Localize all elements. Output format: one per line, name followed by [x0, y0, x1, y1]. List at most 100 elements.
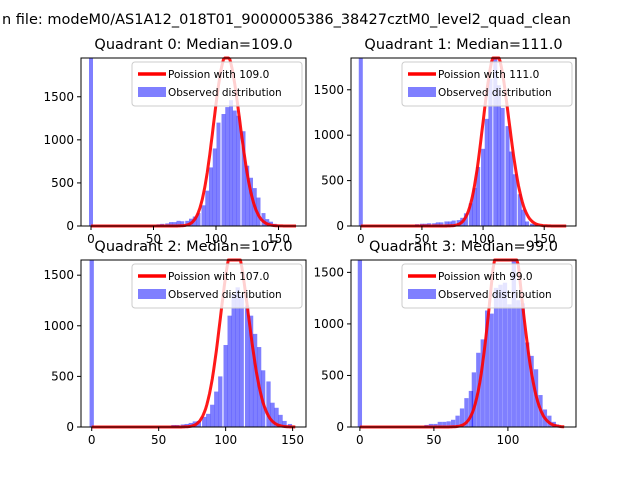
legend-box — [401, 263, 573, 309]
histogram-bar — [227, 315, 232, 427]
histogram-bar — [502, 282, 508, 427]
histogram-bar — [450, 419, 456, 427]
histogram-bar — [517, 194, 522, 226]
histogram-bar — [455, 415, 460, 427]
x-tick-label: 100 — [496, 433, 519, 447]
x-tick-label: 0 — [88, 433, 96, 447]
histogram-bar — [282, 420, 287, 427]
histogram-bar — [274, 407, 279, 427]
y-tick-label: 0 — [336, 420, 344, 434]
x-tick-label: 0 — [357, 232, 365, 246]
axes-frame — [80, 259, 307, 428]
histogram-bar — [252, 333, 258, 427]
histogram-bar — [471, 372, 477, 427]
histogram-bar — [176, 220, 181, 226]
legend-label: Poission with 107.0 — [168, 271, 269, 283]
subplot-title: Quadrant 0: Median=109.0 — [94, 37, 292, 53]
histogram-bar — [270, 402, 275, 427]
histogram-bar — [278, 414, 283, 427]
legend-patch-swatch — [408, 289, 436, 299]
legend-box — [131, 263, 303, 309]
x-tick-label: 150 — [267, 232, 290, 246]
histogram-bar — [520, 303, 525, 427]
histogram-bar — [507, 304, 512, 427]
histogram-bar — [180, 221, 185, 226]
x-tick-label: 0 — [356, 433, 364, 447]
histogram-bar — [525, 221, 530, 226]
x-tick-label: 100 — [214, 433, 237, 447]
figure-suptitle: n file: modeM0/AS1A12_018T01_9000005386_… — [2, 12, 571, 28]
histogram-bar — [451, 220, 456, 226]
legend-label: Poission with 109.0 — [168, 69, 269, 81]
y-tick-label: 500 — [51, 369, 74, 383]
y-tick-label: 1500 — [43, 268, 74, 282]
histogram-bar — [484, 118, 489, 226]
legend-patch-swatch — [138, 289, 166, 299]
histogram-bar — [358, 58, 363, 226]
axes-frame — [350, 259, 577, 428]
legend-label: Observed distribution — [168, 87, 282, 99]
histogram-bar — [505, 126, 510, 226]
axes-frame — [350, 57, 577, 227]
axes-frame — [80, 57, 307, 227]
legend-label: Poission with 111.0 — [438, 69, 539, 81]
histogram-bar — [202, 416, 207, 427]
y-tick-label: 1000 — [43, 133, 74, 147]
histogram-bar — [256, 197, 261, 226]
histogram-bar — [496, 85, 501, 226]
histogram-bar — [357, 260, 363, 427]
histogram-bar — [209, 167, 213, 226]
histogram-bar — [244, 305, 250, 427]
y-tick-label: 0 — [336, 219, 344, 233]
histogram-bar — [446, 421, 451, 427]
subplot-title: Quadrant 3: Median=99.0 — [369, 239, 558, 255]
x-tick-label: 100 — [472, 232, 495, 246]
x-tick-label: 0 — [87, 232, 95, 246]
histogram-bar — [172, 222, 177, 226]
legend-label: Poission with 99.0 — [438, 271, 533, 283]
histogram-bar — [428, 423, 434, 427]
histogram-bar — [89, 260, 94, 427]
histogram-bar — [521, 209, 526, 226]
histogram-bar — [169, 222, 173, 226]
y-tick-label: 500 — [51, 176, 74, 190]
histogram-bar — [463, 213, 468, 226]
y-tick-label: 1000 — [313, 317, 344, 331]
legend-patch-swatch — [138, 87, 166, 97]
y-tick-label: 0 — [66, 420, 74, 434]
y-tick-label: 0 — [66, 219, 74, 233]
histogram-bar — [205, 190, 210, 226]
histogram-bar — [485, 310, 490, 427]
histogram-bar — [437, 421, 442, 427]
histogram-bar — [261, 213, 266, 226]
histogram-bar — [223, 345, 228, 427]
histogram-bar — [196, 213, 201, 226]
histogram-bar — [231, 294, 236, 427]
histogram-bar — [266, 381, 271, 427]
y-tick-label: 1500 — [313, 83, 344, 97]
histogram-bar — [476, 166, 481, 226]
histogram-bar — [89, 58, 93, 226]
histogram-bar — [245, 165, 250, 226]
y-tick-label: 1000 — [43, 319, 74, 333]
histogram-bar — [249, 177, 253, 226]
y-tick-label: 500 — [321, 174, 344, 188]
histogram-bar — [235, 287, 240, 427]
histogram-bar — [439, 222, 444, 226]
y-tick-label: 1500 — [43, 90, 74, 104]
histogram-bar — [216, 122, 221, 226]
histogram-bar — [459, 408, 465, 427]
histogram-bar — [529, 223, 534, 226]
histogram-bar — [498, 284, 503, 427]
histogram-bar — [214, 391, 219, 427]
legend-label: Observed distribution — [438, 87, 552, 99]
x-tick-label: 50 — [146, 232, 161, 246]
histogram-bar — [435, 222, 440, 226]
histogram-bar — [464, 398, 469, 427]
legend-box — [401, 61, 573, 107]
histogram-bar — [218, 376, 223, 427]
histogram-bar — [500, 107, 505, 226]
